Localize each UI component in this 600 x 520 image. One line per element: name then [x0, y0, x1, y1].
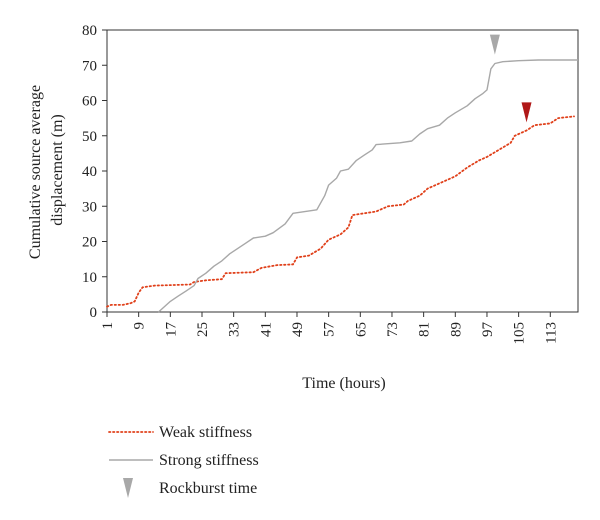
y-tick-label: 50	[82, 129, 97, 145]
y-tick-label: 0	[90, 305, 98, 321]
legend-swatch-rockburst	[123, 478, 133, 498]
rockburst-marker-weak	[521, 102, 532, 123]
y-tick-label: 70	[82, 58, 97, 74]
x-tick-label: 113	[543, 322, 559, 344]
x-tick-label: 97	[480, 322, 496, 338]
x-tick-label: 49	[290, 322, 306, 337]
legend-label: Weak stiffness	[159, 424, 252, 441]
y-tick-label: 40	[82, 164, 97, 180]
legend: Weak stiffness Strong stiffness Rockburst …	[108, 424, 259, 498]
y-axis-title-line-1: Cumulative source average	[27, 85, 44, 259]
rockburst-marker-strong	[489, 34, 500, 55]
axes-group: 0 10 20 30 40 50 60 70 80 1 9 17 25 33 41 49 57 65 73 81 89 9…	[82, 23, 579, 345]
series-line-strong-stiffness	[158, 59, 578, 313]
y-tick-label: 10	[82, 270, 97, 286]
y-tick-label: 60	[82, 94, 97, 110]
x-tick-label: 57	[322, 322, 338, 338]
x-tick-label: 33	[227, 322, 243, 337]
x-tick-label: 41	[258, 322, 274, 337]
x-tick-label: 17	[163, 322, 179, 338]
y-tick-label: 20	[82, 235, 97, 251]
series-line-weak-stiffness	[106, 115, 575, 308]
legend-label: Rockburst time	[159, 480, 257, 497]
x-tick-label: 9	[132, 322, 148, 330]
x-tick-label: 105	[512, 322, 528, 345]
x-tick-label: 89	[448, 322, 464, 337]
x-tick-label: 65	[353, 322, 369, 337]
plot-area	[106, 34, 578, 313]
x-axis-title: Time (hours)	[302, 375, 385, 392]
y-axis-title-line-2: displacement (m)	[49, 114, 66, 226]
x-tick-label: 81	[417, 322, 433, 337]
x-tick-label: 73	[385, 322, 401, 337]
x-tick-label: 25	[195, 322, 211, 337]
y-tick-label: 30	[82, 199, 97, 215]
y-axis-title: Cumulative source average displacement (…	[27, 81, 66, 259]
x-tick-label: 1	[100, 322, 116, 330]
legend-label: Strong stiffness	[159, 452, 259, 469]
y-tick-label: 80	[82, 23, 97, 39]
